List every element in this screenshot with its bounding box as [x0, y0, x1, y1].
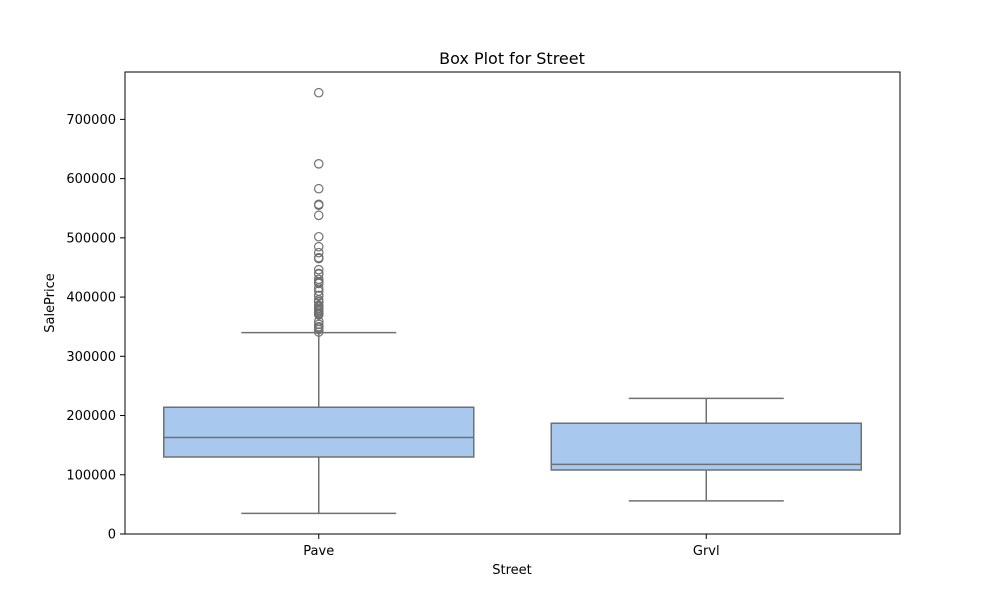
chart-title: Box Plot for Street	[439, 49, 585, 68]
outlier-point	[313, 247, 324, 258]
y-tick-label: 600000	[66, 172, 116, 187]
x-axis-label: Street	[492, 563, 532, 578]
outlier-point	[313, 241, 324, 252]
y-tick-label: 700000	[66, 113, 116, 128]
outlier-point	[313, 278, 324, 289]
outlier-point	[313, 183, 324, 194]
x-tick-label: Pave	[303, 544, 334, 559]
y-axis-label: SalePrice	[43, 273, 58, 333]
interquartile-box	[163, 406, 475, 458]
outlier-point	[313, 231, 324, 242]
y-tick-label: 300000	[66, 350, 116, 365]
y-tick-label: 500000	[66, 231, 116, 246]
outlier-point	[313, 253, 324, 264]
interquartile-box	[550, 422, 862, 471]
outlier-point	[313, 159, 324, 169]
outlier-point	[313, 210, 324, 221]
plot-area	[163, 87, 862, 515]
y-tick-label: 200000	[66, 409, 116, 424]
outlier-point	[313, 291, 324, 301]
y-tick-label: 100000	[66, 468, 116, 483]
box-grvl	[550, 397, 862, 502]
y-axis: 0 100000 200000 300000 400000 500000 600000 700…	[66, 113, 125, 543]
outlier-point	[313, 200, 324, 211]
y-tick-label: 400000	[66, 291, 116, 306]
outlier-point	[313, 327, 324, 337]
outlier-point	[313, 264, 324, 275]
plot-frame	[124, 71, 901, 535]
outlier-point	[313, 87, 324, 98]
y-tick-label: 0	[108, 528, 116, 543]
outlier-point	[313, 324, 324, 335]
outlier-point	[313, 310, 324, 320]
x-tick-label: Grvl	[693, 544, 720, 559]
outlier-point	[313, 319, 324, 330]
box-pave	[163, 87, 475, 515]
x-axis: Pave Grvl	[303, 534, 720, 559]
